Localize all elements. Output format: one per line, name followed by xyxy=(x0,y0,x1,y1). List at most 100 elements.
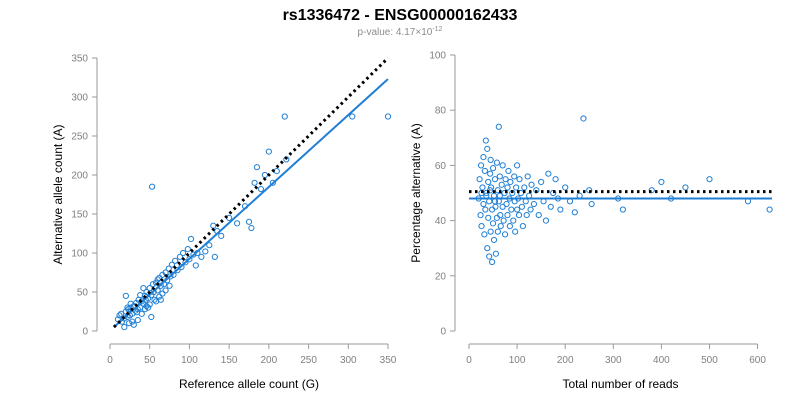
x-axis-label: Reference allele count (G) xyxy=(179,377,319,391)
right-scatter-panel: 0 100 200 300 400 500 600 0 20 40 60 80 100 Total num… xyxy=(409,51,773,391)
data-point xyxy=(504,184,511,191)
y-tick-label: 80 xyxy=(435,106,447,117)
y-tick-label: 50 xyxy=(77,288,89,299)
data-point xyxy=(557,206,564,213)
data-point xyxy=(507,178,514,186)
data-point xyxy=(497,223,504,230)
data-point xyxy=(174,267,181,274)
data-point xyxy=(157,296,164,303)
data-point xyxy=(512,228,519,235)
data-point xyxy=(519,223,526,230)
data-point xyxy=(499,162,506,169)
data-point xyxy=(384,113,392,120)
data-point xyxy=(706,176,713,183)
y-tick-label: 0 xyxy=(82,327,88,338)
data-point xyxy=(257,185,265,193)
data-point xyxy=(484,145,491,152)
data-point xyxy=(151,296,158,303)
data-point xyxy=(488,258,496,266)
data-point xyxy=(134,316,141,324)
x-tick-label: 500 xyxy=(701,355,718,366)
left-scatter-panel: 0 50 100 150 200 250 300 350 0 50 100 150 200 250 300 3… xyxy=(51,54,397,392)
data-point xyxy=(524,173,531,180)
data-point xyxy=(226,214,233,221)
data-point xyxy=(245,218,253,225)
data-point xyxy=(477,211,484,219)
data-point xyxy=(143,302,150,310)
y-tick-label: 40 xyxy=(435,216,447,227)
data-point xyxy=(162,287,169,294)
data-point xyxy=(211,253,218,260)
data-point xyxy=(349,113,356,120)
data-point xyxy=(148,183,156,190)
y-axis-label: Percentage alternative (A) xyxy=(409,123,423,262)
data-point xyxy=(253,164,261,171)
x-tick-label: 0 xyxy=(466,355,472,366)
x-tick-label: 200 xyxy=(557,355,574,366)
data-point xyxy=(545,170,552,177)
data-point xyxy=(588,200,595,208)
y-tick-label: 200 xyxy=(71,171,88,182)
data-point xyxy=(184,246,191,253)
data-point xyxy=(488,184,495,191)
data-point xyxy=(485,214,492,221)
data-point xyxy=(496,173,503,180)
x-tick-label: 100 xyxy=(509,355,526,366)
subtitle-text: p-value: 4.17×10 xyxy=(358,27,433,38)
y-tick-label: 100 xyxy=(71,249,88,260)
data-point xyxy=(766,206,773,213)
reference-line xyxy=(112,56,390,329)
data-point xyxy=(154,276,161,283)
x-tick-label: 300 xyxy=(340,355,357,366)
data-point xyxy=(129,318,136,325)
data-point xyxy=(513,162,521,169)
data-point xyxy=(487,156,494,163)
data-point xyxy=(149,281,156,288)
data-point xyxy=(538,178,545,186)
data-point xyxy=(210,222,217,229)
x-tick-label: 300 xyxy=(605,355,622,366)
data-point xyxy=(516,176,523,183)
data-point xyxy=(493,159,500,166)
data-point xyxy=(487,228,494,235)
data-point xyxy=(124,304,131,311)
chart-title: rs1336472 - ENSG00000162433 xyxy=(283,7,518,24)
data-point xyxy=(140,285,147,292)
data-point xyxy=(122,292,129,299)
x-tick-label: 50 xyxy=(144,355,156,366)
x-tick-label: 350 xyxy=(380,355,397,366)
data-point xyxy=(479,184,486,191)
data-point xyxy=(130,321,137,328)
y-tick-label: 60 xyxy=(435,161,447,172)
subtitle-exponent: -12 xyxy=(432,26,442,33)
data-point xyxy=(505,167,512,175)
x-tick-label: 100 xyxy=(181,355,198,366)
data-point xyxy=(192,262,199,269)
data-point xyxy=(498,181,505,188)
data-point xyxy=(508,206,515,213)
data-point xyxy=(156,293,163,300)
data-point xyxy=(658,178,665,186)
data-point xyxy=(682,184,689,191)
data-point xyxy=(527,206,534,213)
data-point xyxy=(486,253,493,260)
x-tick-label: 150 xyxy=(221,355,238,366)
data-point xyxy=(261,171,268,179)
data-point xyxy=(521,184,528,191)
data-point xyxy=(518,203,526,210)
data-point xyxy=(116,312,123,319)
data-point xyxy=(269,179,276,186)
data-point xyxy=(480,154,487,161)
x-tick-label: 600 xyxy=(749,355,766,366)
data-point xyxy=(218,232,225,239)
data-point xyxy=(186,256,193,263)
data-point xyxy=(187,235,195,243)
data-point xyxy=(523,211,530,219)
y-tick-label: 150 xyxy=(71,210,88,221)
data-point xyxy=(500,217,507,224)
data-point xyxy=(492,203,499,210)
data-point xyxy=(515,211,523,219)
data-point xyxy=(148,313,155,321)
y-tick-label: 100 xyxy=(429,51,446,62)
data-point xyxy=(168,261,176,268)
